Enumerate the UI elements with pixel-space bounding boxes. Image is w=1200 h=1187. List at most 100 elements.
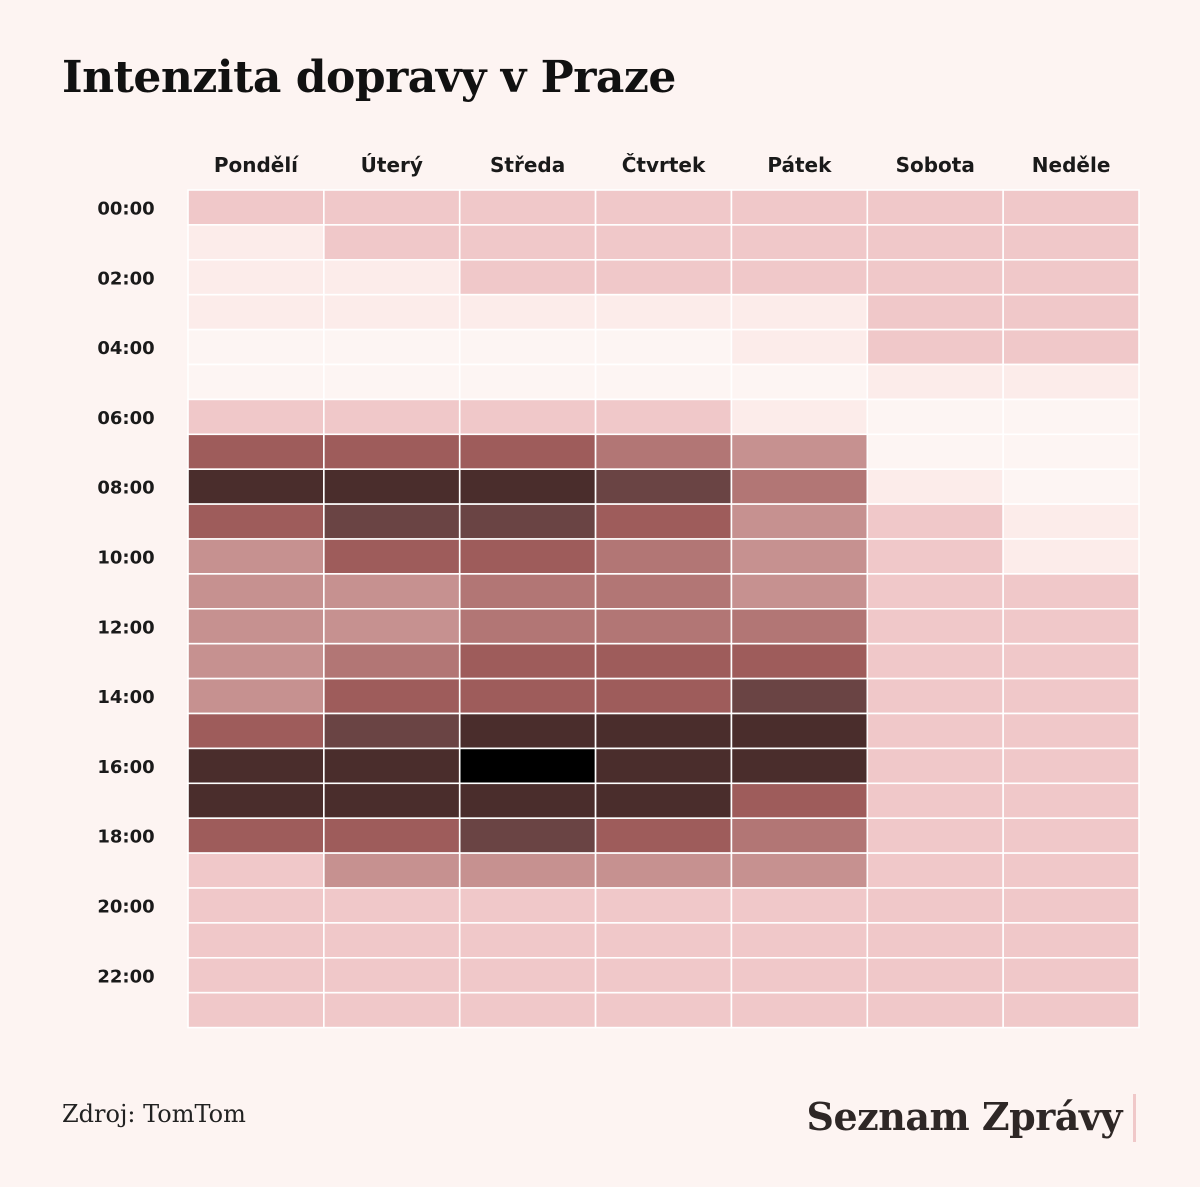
- heatmap-cell: [458, 258, 597, 296]
- heatmap-cell: [458, 503, 597, 540]
- heatmap-cell: [866, 642, 1004, 680]
- heatmap-cell: [866, 363, 1004, 401]
- brand-bar: [1133, 1094, 1136, 1142]
- heatmap-cell: [594, 398, 733, 436]
- heatmap-cell: [187, 677, 325, 715]
- heatmap-cell: [594, 642, 733, 680]
- heatmap-cell: [730, 712, 869, 750]
- row-label: 18:00: [97, 827, 154, 848]
- heatmap-cell: [323, 642, 461, 680]
- heatmap-cell: [594, 991, 733, 1029]
- column-label: Pátek: [767, 153, 832, 177]
- heatmap-cell: [323, 747, 461, 785]
- heatmap-cell: [187, 956, 325, 994]
- row-label: 02:00: [97, 268, 154, 289]
- heatmap-cell: [187, 607, 325, 645]
- heatmap-cell: [866, 503, 1004, 540]
- heatmap-cell: [594, 573, 733, 610]
- day-labels: Pondělí Úterý Středa Čtvrtek Pátek Sobota Nedě…: [214, 153, 1111, 177]
- heatmap-cell: [730, 956, 869, 994]
- heatmap-cell: [594, 747, 733, 785]
- heatmap-cell: [187, 189, 325, 226]
- heatmap-cell: [323, 433, 461, 470]
- source-note: Zdroj: TomTom: [62, 1100, 246, 1128]
- heatmap-cell: [323, 991, 461, 1029]
- heatmap-cell: [1002, 538, 1140, 575]
- heatmap-cell: [730, 747, 869, 785]
- heatmap-cell: [1002, 503, 1140, 540]
- heatmap-cell: [1002, 607, 1140, 645]
- heatmap-cell: [323, 956, 461, 994]
- heatmap-cell: [458, 887, 597, 924]
- heatmap-cell: [1002, 363, 1140, 401]
- heatmap-cell: [458, 398, 597, 436]
- heatmap-cell: [866, 189, 1004, 226]
- heatmap-cell: [866, 433, 1004, 470]
- row-label: 04:00: [97, 338, 154, 359]
- heatmap-cell: [323, 503, 461, 540]
- heatmap-cell: [323, 677, 461, 715]
- heatmap-cell: [458, 573, 597, 610]
- heatmap-cell: [594, 468, 733, 505]
- heatmap-cell: [866, 747, 1004, 785]
- heatmap-chart: Pondělí Úterý Středa Čtvrtek Pátek Sobota Nedě…: [97, 153, 1140, 1029]
- heatmap-cell: [730, 293, 869, 331]
- heatmap-cell: [323, 712, 461, 750]
- heatmap-cell: [187, 852, 325, 889]
- heatmap-cell: [730, 852, 869, 889]
- heatmap-cell: [866, 468, 1004, 505]
- heatmap-cell: [458, 956, 597, 994]
- heatmap-cell: [866, 991, 1004, 1029]
- heatmap-cell: [187, 922, 325, 959]
- heatmap-cell: [730, 538, 869, 575]
- heatmap-cell: [1002, 293, 1140, 331]
- heatmap-cell: [730, 573, 869, 610]
- heatmap-cell: [594, 817, 733, 854]
- heatmap-cell: [594, 782, 733, 819]
- column-label: Čtvrtek: [622, 153, 706, 177]
- heatmap-cell: [323, 363, 461, 401]
- row-label: 14:00: [97, 687, 154, 708]
- heatmap-cell: [866, 607, 1004, 645]
- heatmap-cell: [866, 817, 1004, 854]
- heatmap-cell: [1002, 922, 1140, 959]
- heatmap-cell: [458, 189, 597, 226]
- heatmap-cell: [866, 956, 1004, 994]
- row-label: 20:00: [97, 896, 154, 917]
- heatmap-cell: [323, 224, 461, 261]
- heatmap-cell: [458, 293, 597, 331]
- row-label: 22:00: [97, 966, 154, 987]
- heatmap-cell: [458, 328, 597, 366]
- heatmap-cell: [187, 363, 325, 401]
- chart-title: Intenzita dopravy v Praze: [62, 52, 676, 103]
- heatmap-cell: [187, 712, 325, 750]
- heatmap-cell: [730, 642, 869, 680]
- heatmap-cell: [730, 607, 869, 645]
- heatmap-cell: [730, 398, 869, 436]
- heatmap-cell: [1002, 398, 1140, 436]
- heatmap-cell: [594, 887, 733, 924]
- heatmap-cell: [730, 328, 869, 366]
- heatmap-cell: [1002, 782, 1140, 819]
- heatmap-cell: [458, 922, 597, 959]
- heatmap-cell: [458, 747, 597, 785]
- heatmap-cell: [866, 398, 1004, 436]
- heatmap-cell: [1002, 991, 1140, 1029]
- heatmap-cell: [187, 468, 325, 505]
- heatmap-cell: [187, 258, 325, 296]
- heatmap-cell: [866, 328, 1004, 366]
- heatmap-cell: [730, 677, 869, 715]
- heatmap-cell: [866, 258, 1004, 296]
- heatmap-cell: [866, 782, 1004, 819]
- heatmap-cell: [730, 887, 869, 924]
- heatmap-cell: [187, 538, 325, 575]
- heatmap-cell: [187, 433, 325, 470]
- heatmap-cell: [1002, 224, 1140, 261]
- heatmap-cell: [594, 922, 733, 959]
- heatmap-cell: [866, 677, 1004, 715]
- heatmap-cell: [187, 503, 325, 540]
- heatmap-cell: [866, 922, 1004, 959]
- heatmap-cell: [458, 224, 597, 261]
- heatmap-cell: [1002, 328, 1140, 366]
- heatmap-cell: [866, 573, 1004, 610]
